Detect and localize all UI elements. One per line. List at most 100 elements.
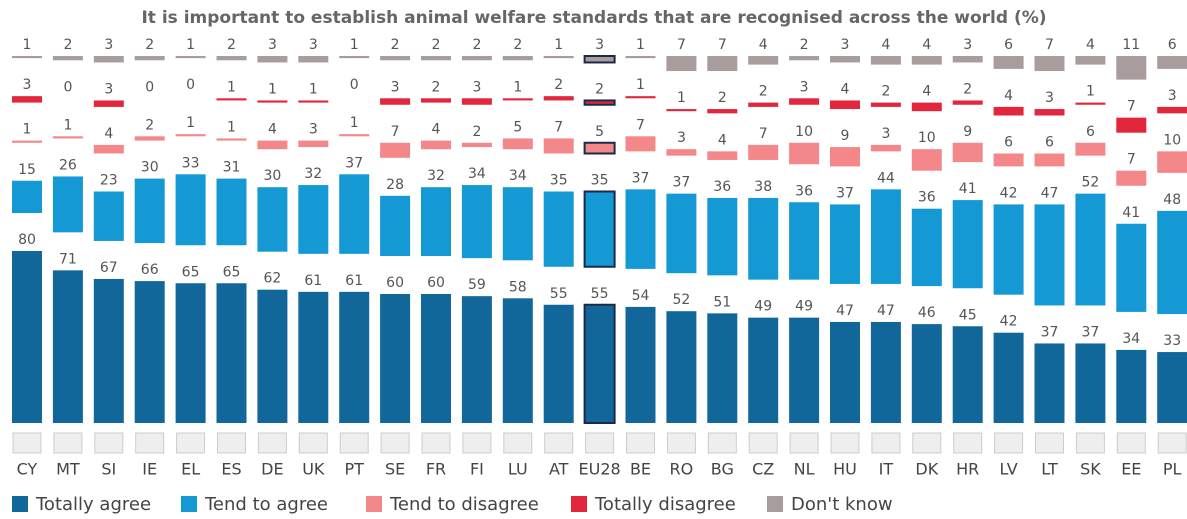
value-label: 10	[1163, 132, 1181, 148]
value-label: 66	[141, 262, 159, 278]
bar	[583, 303, 616, 424]
bar	[707, 151, 738, 160]
value-label: 2	[718, 90, 727, 106]
bar	[52, 56, 83, 61]
bar	[93, 144, 124, 154]
value-label: 2	[145, 117, 154, 133]
x-tick-label: LV	[1000, 460, 1018, 479]
bar	[870, 102, 901, 107]
value-label: 62	[263, 271, 281, 287]
flag	[994, 432, 1024, 454]
bar	[298, 291, 329, 423]
value-label: 6	[1004, 37, 1013, 53]
value-label: 3	[472, 79, 481, 95]
value-label: 26	[59, 157, 77, 173]
bar	[12, 180, 42, 213]
legend-label: Totally disagree	[594, 494, 736, 515]
bar	[789, 202, 820, 280]
value-label: 55	[591, 286, 609, 302]
value-label: 3	[1045, 90, 1054, 106]
flag	[135, 432, 165, 454]
bar	[911, 149, 942, 171]
bar	[748, 317, 779, 423]
flag	[544, 432, 574, 454]
value-label: 0	[63, 79, 72, 95]
flag	[953, 432, 983, 454]
bar	[216, 283, 247, 423]
x-tick-label: CY	[17, 460, 38, 479]
legend-swatch	[12, 496, 28, 512]
flag	[1157, 432, 1187, 454]
value-label: 37	[1081, 324, 1099, 340]
value-label: 41	[1122, 205, 1140, 221]
value-label: 7	[1127, 99, 1136, 115]
value-label: 7	[391, 124, 400, 140]
bar	[830, 147, 860, 167]
legend-label: Don't know	[791, 494, 893, 515]
value-label: 60	[386, 275, 404, 291]
bar	[1075, 102, 1106, 105]
value-label: 6	[1045, 135, 1054, 151]
value-label: 6	[1168, 37, 1177, 53]
bar	[789, 142, 820, 165]
flag	[626, 432, 655, 454]
bar	[830, 56, 860, 63]
bar	[625, 136, 656, 152]
bar	[707, 197, 738, 276]
bar	[216, 178, 247, 246]
bar	[666, 109, 697, 112]
bar	[93, 100, 124, 107]
value-label: 46	[918, 305, 936, 321]
value-label: 1	[23, 37, 32, 53]
value-label: 1	[513, 79, 522, 95]
bar	[1116, 170, 1147, 186]
bar	[911, 324, 942, 423]
value-label: 1	[227, 79, 236, 95]
bar	[380, 142, 411, 158]
bar	[339, 174, 370, 254]
bar	[461, 296, 492, 423]
bar	[583, 55, 616, 64]
bar	[257, 100, 288, 103]
value-label: 2	[63, 37, 72, 53]
value-label: 30	[141, 160, 159, 176]
value-label: 2	[800, 37, 809, 53]
value-label: 3	[309, 122, 318, 138]
value-label: 45	[959, 307, 977, 323]
x-tick-label: BE	[630, 460, 651, 479]
bar	[380, 294, 411, 423]
value-label: 0	[186, 77, 195, 93]
bar	[461, 56, 492, 61]
bar	[257, 56, 288, 63]
bar	[12, 140, 42, 143]
x-tick-label: ES	[221, 460, 241, 479]
value-label: 4	[922, 37, 931, 53]
value-label: 9	[841, 128, 850, 144]
x-tick-label: IT	[879, 460, 894, 479]
value-label: 3	[595, 37, 604, 53]
bar	[543, 138, 574, 154]
value-label: 1	[186, 37, 195, 53]
x-tick-label: SI	[101, 460, 116, 479]
bar	[93, 278, 124, 423]
value-label: 2	[513, 37, 522, 53]
value-label: 37	[836, 185, 854, 201]
bar	[625, 56, 656, 59]
bar	[583, 190, 616, 268]
value-label: 1	[677, 90, 686, 106]
value-label: 44	[877, 170, 895, 186]
bar	[993, 153, 1024, 167]
value-label: 47	[836, 303, 854, 319]
value-label: 65	[223, 264, 241, 280]
value-label: 36	[713, 179, 731, 195]
value-label: 3	[309, 37, 318, 53]
value-label: 42	[1000, 185, 1018, 201]
value-label: 4	[268, 122, 277, 138]
bar	[625, 96, 656, 99]
value-label: 60	[427, 275, 445, 291]
bar	[461, 142, 492, 148]
value-label: 7	[718, 37, 727, 53]
x-tick-label: HU	[833, 460, 857, 479]
value-label: 1	[186, 115, 195, 131]
